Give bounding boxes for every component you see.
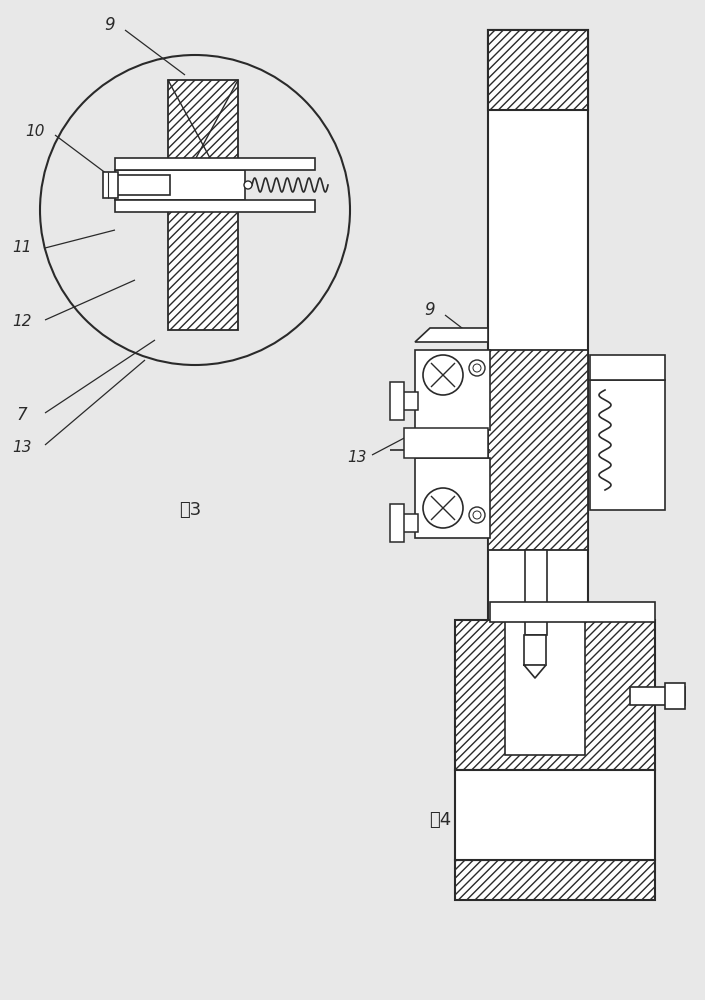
Bar [488,350,588,550]
Bar [115,170,245,200]
Bar [115,158,315,170]
Bar [488,30,588,110]
Bar [115,200,315,212]
Polygon shape [524,665,546,678]
Bar [168,80,238,210]
Bar [400,514,418,532]
Circle shape [473,364,481,372]
Bar [400,392,418,410]
Text: 13: 13 [12,440,32,454]
Circle shape [473,511,481,519]
Bar [390,382,404,420]
Circle shape [423,488,463,528]
Bar [455,770,655,860]
Circle shape [469,507,485,523]
Circle shape [469,360,485,376]
Text: 11: 11 [12,240,32,255]
Bar [590,380,665,510]
Text: 7: 7 [17,406,27,424]
Bar [168,210,238,330]
Circle shape [423,355,463,395]
Bar [115,175,170,195]
Polygon shape [415,328,488,342]
Bar [404,428,488,458]
Text: 10: 10 [25,124,44,139]
Bar [524,635,546,665]
Bar [415,350,490,430]
Text: 12: 12 [12,314,32,330]
Bar [505,620,585,755]
Bar [590,355,665,380]
Bar [630,687,685,705]
Text: 13: 13 [348,450,367,466]
Bar [103,172,118,198]
Circle shape [40,55,350,365]
Bar [665,683,685,709]
Circle shape [244,181,252,189]
Bar [415,458,490,538]
Text: 图3: 图3 [179,501,201,519]
Bar [525,550,547,635]
Bar [488,30,588,870]
Text: 9: 9 [424,301,435,319]
Bar [390,504,404,542]
Text: 图4: 图4 [429,811,451,829]
Text: 9: 9 [104,16,116,34]
Bar [490,602,655,622]
Bar [455,860,655,900]
Bar [455,620,655,770]
